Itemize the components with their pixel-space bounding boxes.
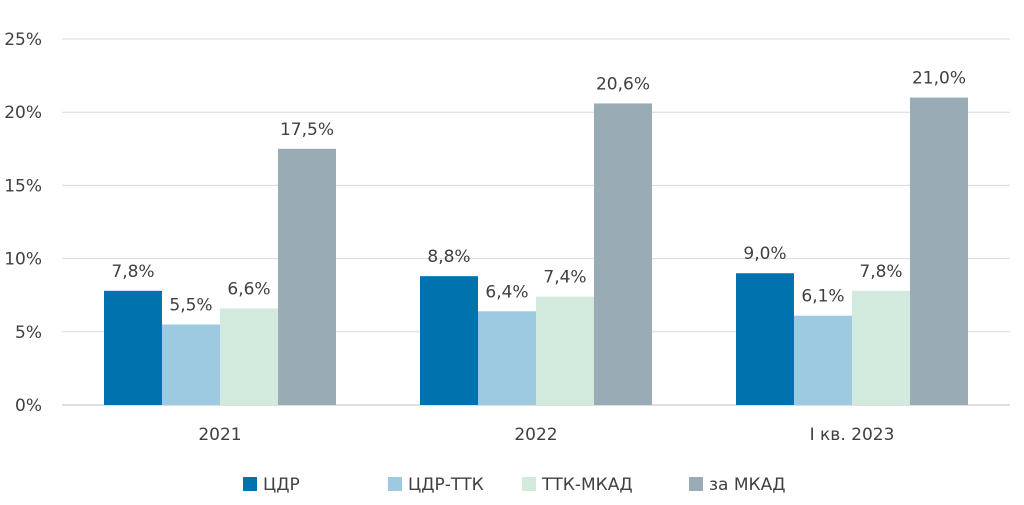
data-label: 6,6% [227, 279, 270, 299]
bar [478, 311, 536, 405]
data-label: 17,5% [280, 120, 334, 140]
y-axis-ticks: 0% 5% 10% 15% 20% 25% [4, 30, 42, 416]
bar [794, 315, 852, 405]
data-label: 5,5% [169, 295, 212, 315]
data-label: 7,4% [543, 268, 586, 288]
bar [278, 148, 336, 406]
legend-swatch [388, 477, 402, 491]
data-label: 6,4% [485, 282, 528, 302]
data-label: 20,6% [596, 74, 650, 94]
data-label: 7,8% [859, 262, 902, 282]
legend-swatch [689, 477, 703, 491]
bar [910, 97, 968, 405]
legend-label: ЦДР [263, 475, 300, 495]
bar [420, 276, 478, 405]
x-axis-categories: 2021 2022 I кв. 2023 [198, 425, 894, 445]
data-label: 7,8% [111, 262, 154, 282]
legend-label: ТТК-МКАД [541, 475, 633, 495]
y-tick-label: 5% [15, 323, 42, 343]
legend-swatch [522, 477, 536, 491]
legend-label: ЦДР-ТТК [408, 475, 484, 495]
x-category-label: I кв. 2023 [810, 425, 895, 445]
bar [736, 273, 794, 405]
y-tick-label: 10% [4, 250, 42, 270]
legend-swatch [243, 477, 257, 491]
data-label: 8,8% [427, 247, 470, 267]
y-tick-label: 0% [15, 396, 42, 416]
bar [162, 324, 220, 405]
y-tick-label: 15% [4, 176, 42, 196]
data-label: 9,0% [743, 244, 786, 264]
x-category-label: 2021 [198, 425, 241, 445]
data-label: 6,1% [801, 287, 844, 307]
data-labels: 7,8% 5,5% 6,6% 17,5% 8,8% 6,4% 7,4% 20,6% 9,0% 6,… [111, 69, 966, 316]
x-category-label: 2022 [514, 425, 557, 445]
data-label: 21,0% [912, 69, 966, 89]
bar [220, 308, 278, 405]
bar [536, 296, 594, 405]
y-tick-label: 25% [4, 30, 42, 50]
bar [852, 290, 910, 405]
legend-label: за МКАД [709, 475, 786, 495]
bar [594, 103, 652, 405]
bar [104, 290, 162, 405]
legend: ЦДР ЦДР-ТТК ТТК-МКАД за МКАД [243, 475, 786, 495]
y-tick-label: 20% [4, 103, 42, 123]
bars [104, 97, 968, 406]
